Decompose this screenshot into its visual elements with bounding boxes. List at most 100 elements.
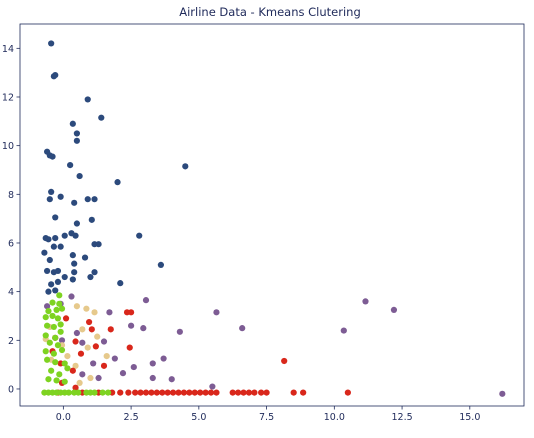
data-point-cluster-4 bbox=[170, 389, 177, 396]
data-point-cluster-5 bbox=[49, 312, 56, 320]
data-point-cluster-4 bbox=[126, 344, 133, 351]
data-point-cluster-1 bbox=[84, 196, 91, 203]
data-point-cluster-2 bbox=[209, 383, 216, 390]
data-point-cluster-2 bbox=[130, 363, 137, 371]
data-point-cluster-5 bbox=[53, 306, 60, 313]
data-point-cluster-1 bbox=[50, 243, 57, 250]
data-point-cluster-4 bbox=[117, 389, 124, 396]
data-point-cluster-5 bbox=[75, 389, 82, 396]
data-point-cluster-5 bbox=[45, 308, 52, 315]
data-point-cluster-1 bbox=[88, 216, 95, 223]
data-point-cluster-4 bbox=[125, 389, 132, 396]
data-point-cluster-4 bbox=[240, 389, 247, 396]
data-point-cluster-4 bbox=[207, 389, 215, 396]
data-point-cluster-4 bbox=[300, 389, 307, 396]
data-point-cluster-2 bbox=[128, 322, 135, 329]
data-point-cluster-1 bbox=[71, 260, 78, 267]
x-tick-label: 15.0 bbox=[459, 412, 480, 423]
data-point-cluster-5 bbox=[52, 359, 59, 366]
data-point-cluster-2 bbox=[213, 309, 220, 316]
data-point-cluster-1 bbox=[57, 193, 64, 200]
data-point-cluster-5 bbox=[57, 328, 64, 335]
data-point-cluster-5 bbox=[42, 314, 49, 321]
data-point-cluster-1 bbox=[48, 40, 55, 47]
data-point-cluster-5 bbox=[53, 377, 60, 384]
data-point-cluster-1 bbox=[87, 273, 94, 281]
data-point-cluster-2 bbox=[100, 338, 108, 345]
data-point-cluster-4 bbox=[251, 389, 258, 396]
data-point-cluster-5 bbox=[54, 342, 62, 349]
data-point-cluster-1 bbox=[69, 252, 76, 259]
data-point-cluster-1 bbox=[117, 280, 124, 287]
data-point-cluster-1 bbox=[69, 276, 76, 283]
data-point-cluster-4 bbox=[202, 389, 209, 396]
data-point-cluster-1 bbox=[114, 179, 121, 186]
data-point-cluster-3 bbox=[94, 333, 101, 340]
data-point-cluster-1 bbox=[52, 214, 59, 221]
data-point-cluster-3 bbox=[103, 353, 110, 360]
data-point-cluster-1 bbox=[52, 72, 59, 79]
y-tick-label: 0 bbox=[8, 384, 14, 395]
data-point-cluster-5 bbox=[52, 334, 59, 341]
data-point-cluster-1 bbox=[71, 269, 78, 276]
data-point-cluster-2 bbox=[160, 355, 167, 362]
data-point-cluster-1 bbox=[45, 288, 52, 295]
data-point-cluster-2 bbox=[176, 328, 183, 335]
data-point-cluster-1 bbox=[76, 172, 83, 180]
data-point-cluster-5 bbox=[50, 350, 57, 357]
data-point-cluster-3 bbox=[64, 353, 71, 360]
data-point-cluster-5 bbox=[99, 389, 106, 396]
data-point-cluster-1 bbox=[72, 232, 79, 239]
data-point-cluster-4 bbox=[281, 357, 288, 365]
data-point-cluster-1 bbox=[69, 120, 76, 127]
y-tick-label: 12 bbox=[2, 92, 14, 103]
chart-title: Airline Data - Kmeans Clutering bbox=[179, 5, 361, 19]
data-point-cluster-5 bbox=[54, 315, 62, 322]
x-tick-label: 5.0 bbox=[191, 412, 206, 423]
data-point-cluster-1 bbox=[48, 281, 55, 288]
data-point-cluster-3 bbox=[84, 344, 91, 351]
data-point-cluster-4 bbox=[344, 389, 351, 396]
x-tick-label: 12.5 bbox=[391, 412, 412, 423]
plot-frame bbox=[19, 23, 525, 407]
data-point-cluster-3 bbox=[72, 362, 79, 369]
data-point-cluster-2 bbox=[119, 370, 127, 377]
data-point-cluster-1 bbox=[73, 130, 80, 137]
data-point-cluster-4 bbox=[186, 389, 193, 396]
data-point-cluster-2 bbox=[111, 355, 118, 362]
data-point-cluster-3 bbox=[83, 305, 90, 312]
data-point-cluster-1 bbox=[54, 267, 62, 275]
data-point-cluster-2 bbox=[362, 298, 369, 305]
data-point-cluster-5 bbox=[49, 299, 56, 306]
data-point-cluster-1 bbox=[84, 96, 91, 103]
data-point-cluster-4 bbox=[100, 362, 108, 369]
data-point-cluster-4 bbox=[197, 389, 204, 396]
x-tick-label: 7.5 bbox=[259, 412, 274, 423]
data-point-cluster-2 bbox=[149, 360, 156, 367]
data-point-cluster-4 bbox=[180, 389, 188, 396]
data-point-cluster-3 bbox=[91, 309, 98, 316]
data-point-cluster-1 bbox=[95, 241, 102, 248]
data-point-cluster-2 bbox=[79, 339, 86, 346]
data-point-cluster-4 bbox=[263, 389, 270, 396]
data-point-cluster-2 bbox=[390, 306, 398, 313]
data-point-cluster-1 bbox=[98, 114, 105, 121]
data-point-cluster-1 bbox=[41, 249, 48, 256]
y-tick-label: 14 bbox=[2, 44, 14, 55]
data-point-cluster-2 bbox=[44, 303, 51, 310]
data-point-cluster-4 bbox=[142, 389, 150, 396]
data-point-cluster-5 bbox=[48, 367, 55, 374]
data-point-cluster-5 bbox=[57, 321, 64, 328]
data-point-cluster-2 bbox=[499, 390, 506, 397]
data-point-cluster-1 bbox=[73, 220, 80, 227]
data-point-cluster-2 bbox=[340, 327, 347, 334]
data-point-cluster-4 bbox=[132, 389, 139, 396]
data-point-cluster-5 bbox=[56, 300, 63, 307]
data-point-cluster-1 bbox=[91, 269, 98, 276]
data-point-cluster-4 bbox=[153, 389, 160, 396]
data-point-cluster-4 bbox=[229, 389, 236, 396]
x-tick-label: 2.5 bbox=[124, 412, 139, 423]
data-point-cluster-5 bbox=[44, 322, 51, 329]
data-point-cluster-2 bbox=[149, 374, 156, 382]
